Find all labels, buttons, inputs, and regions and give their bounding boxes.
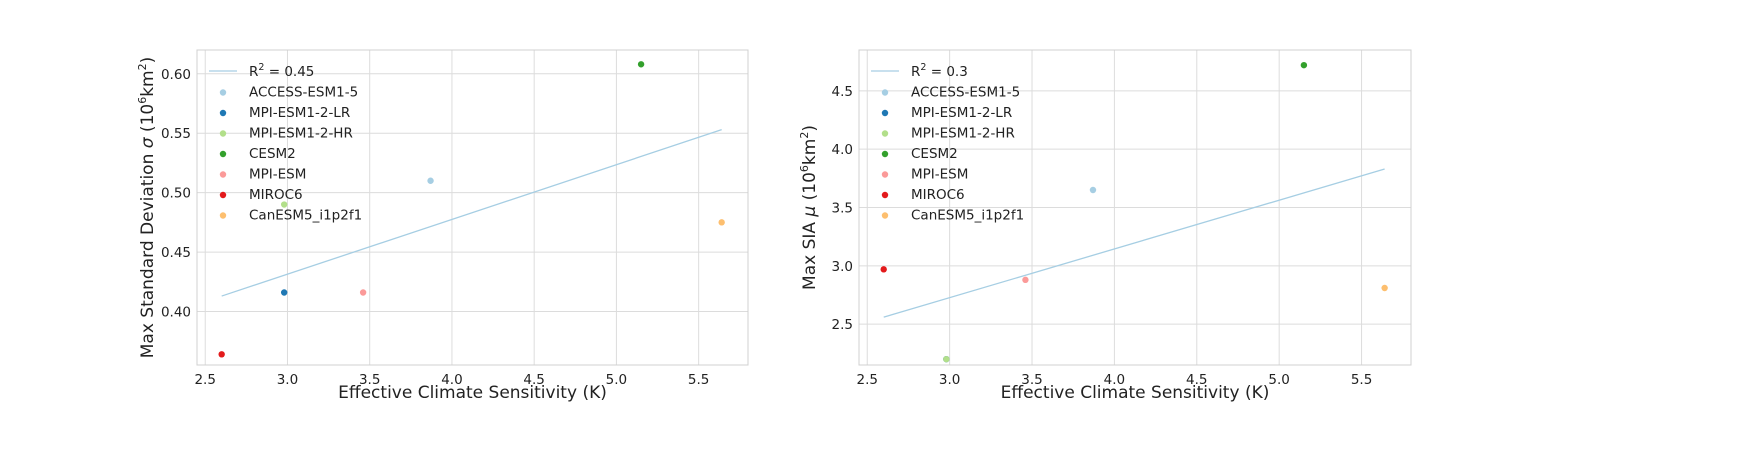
x-axis-label: Effective Climate Sensitivity (K) [338,383,607,403]
legend-marker [881,191,889,199]
legend-entry-label: ACCESS-ESM1-5 [911,85,1020,101]
legend-marker [881,130,889,137]
data-point-cesm2 [1300,61,1308,69]
legend-marker [881,89,889,96]
data-point-access-esm1-5 [427,177,434,184]
legend-entry-label: CESM2 [249,146,296,162]
x-tick-label: 5.0 [606,372,627,388]
legend: R2 = 0.45 ACCESS-ESM1-5 MPI-ESM1-2-LR MPI-E… [209,62,362,224]
x-tick-label: 5.5 [688,372,709,388]
data-point-miroc6 [218,351,225,358]
legend-entry-label: MPI-ESM1-2-LR [249,105,350,121]
data-point-mpi-esm [359,289,367,296]
legend-entry-label: CESM2 [911,146,958,162]
y-tick-label: 0.50 [161,186,191,202]
y-tick-label: 0.55 [161,126,191,142]
legend-entry-label: MPI-ESM [911,167,968,183]
legend-entry-label: MPI-ESM1-2-HR [911,126,1015,142]
data-point-mpi-esm1-2-lr [280,289,288,296]
x-tick-label: 2.5 [856,372,877,388]
data-point-mpi-esm [1022,276,1029,284]
legend-marker [881,109,889,117]
legend-entry-label: MIROC6 [249,187,303,203]
x-tick-label: 3.0 [277,372,298,388]
data-point-access-esm1-5 [1089,186,1097,194]
legend-marker [881,212,889,219]
legend-fit-label: R2 = 0.3 [911,62,968,80]
y-tick-label: 3.0 [832,259,853,275]
legend-marker [881,171,889,178]
x-tick-label: 5.5 [1351,372,1372,388]
x-tick-label: 3.5 [1021,372,1042,388]
x-tick-label: 3.5 [359,372,380,388]
y-tick-label: 3.5 [832,201,853,217]
x-tick-label: 4.0 [1104,372,1125,388]
y-tick-label: 0.60 [161,67,191,83]
legend-entry-label: MIROC6 [911,187,965,203]
legend: R2 = 0.3 ACCESS-ESM1-5 MPI-ESM1-2-LR MPI-ES… [871,62,1024,224]
legend-marker [881,150,889,158]
legend-marker [219,89,227,96]
legend-entry-label: MPI-ESM1-2-HR [249,126,353,142]
x-tick-label: 4.0 [441,372,462,388]
y-axis-label: Max SIA μ (106km2) [798,125,820,290]
regression-fit-line [221,129,722,297]
y-tick-label: 0.40 [161,305,191,321]
legend-entry-label: MPI-ESM1-2-LR [911,105,1012,121]
data-point-miroc6 [880,266,887,273]
regression-fit-line [883,168,1385,318]
chart-panel-1: 2.5 3.0 3.5 4.0 4.5 5.0 5.5 0.40 0.45 0.50 0.55 0.6… [136,49,749,403]
y-axis-label: Max Standard Deviation σ (106km2) [136,57,158,359]
legend-marker [219,109,227,117]
x-tick-label: 5.0 [1268,372,1289,388]
x-tick-label: 2.5 [194,372,215,388]
legend-entry-label: CanESM5_i1p2f1 [911,208,1024,224]
y-tick-label: 4.5 [832,84,853,100]
legend-marker [219,212,227,219]
y-tick-label: 4.0 [832,142,853,158]
data-point-cesm2 [637,61,645,68]
y-tick-label: 2.5 [832,317,853,333]
plot-frame [196,49,749,366]
data-point-canesm5-i1p2f1 [1381,284,1388,292]
data-point-canesm5-i1p2f1 [718,219,725,226]
x-tick-label: 3.0 [939,372,960,388]
legend-entry-label: ACCESS-ESM1-5 [249,85,358,101]
legend-entry-label: MPI-ESM [249,167,306,183]
legend-marker [219,171,227,178]
legend-marker [219,191,227,199]
data-point-mpi-esm1-2-hr [280,201,288,208]
plot-frame [858,49,1412,366]
legend-marker [219,150,227,158]
chart-panel-2: 2.5 3.0 3.5 4.0 4.5 5.0 5.52.53.03.54.04.5Effe… [798,49,1412,403]
legend-marker [219,130,227,137]
legend-entry-label: CanESM5_i1p2f1 [249,208,362,224]
data-point-mpi-esm1-2-hr [943,355,950,363]
x-tick-label: 4.5 [1186,372,1207,388]
x-axis-label: Effective Climate Sensitivity (K) [1001,383,1270,403]
legend-fit-label: R2 = 0.45 [249,62,314,80]
y-tick-label: 0.45 [161,245,191,261]
x-tick-label: 4.5 [523,372,544,388]
